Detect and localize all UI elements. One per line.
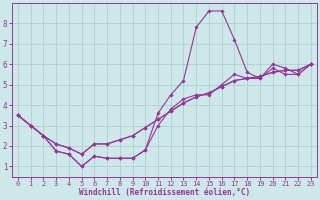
X-axis label: Windchill (Refroidissement éolien,°C): Windchill (Refroidissement éolien,°C): [79, 188, 250, 197]
